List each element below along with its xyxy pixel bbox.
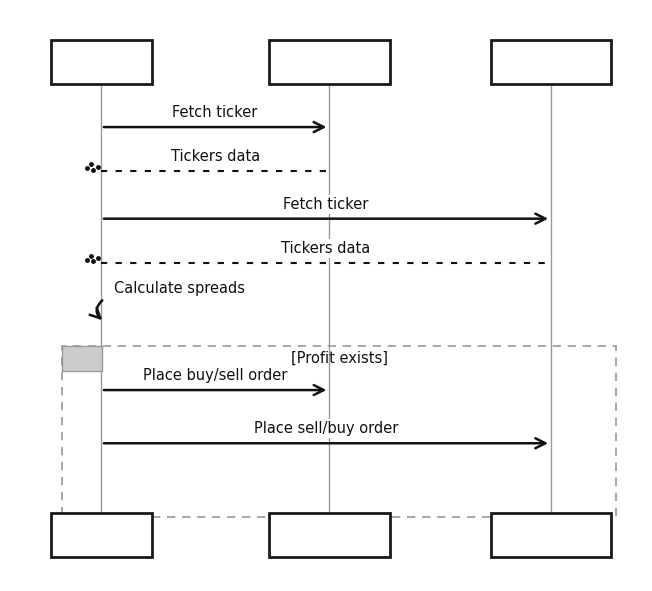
FancyBboxPatch shape xyxy=(51,512,151,557)
Bar xyxy=(62,346,616,517)
Text: alt: alt xyxy=(73,350,91,366)
FancyArrowPatch shape xyxy=(89,300,102,319)
Text: Fetch ticker: Fetch ticker xyxy=(173,105,258,120)
Text: Exchange2: Exchange2 xyxy=(507,527,595,543)
Text: Bot: Bot xyxy=(87,527,115,543)
Text: Place buy/sell order: Place buy/sell order xyxy=(143,368,288,383)
Text: Exchange2: Exchange2 xyxy=(507,54,595,70)
Text: Exchange1: Exchange1 xyxy=(285,527,374,543)
FancyBboxPatch shape xyxy=(269,40,389,84)
Text: Bot: Bot xyxy=(87,54,115,70)
Text: Calculate spreads: Calculate spreads xyxy=(114,281,245,296)
Text: Exchange1: Exchange1 xyxy=(285,54,374,70)
FancyBboxPatch shape xyxy=(51,40,151,84)
FancyBboxPatch shape xyxy=(490,512,612,557)
Text: Tickers data: Tickers data xyxy=(171,150,259,164)
Text: Place sell/buy order: Place sell/buy order xyxy=(254,421,398,436)
FancyBboxPatch shape xyxy=(490,40,612,84)
FancyBboxPatch shape xyxy=(269,512,389,557)
Text: Fetch ticker: Fetch ticker xyxy=(284,197,368,212)
FancyBboxPatch shape xyxy=(62,346,102,371)
Text: [Profit exists]: [Profit exists] xyxy=(291,350,387,366)
Text: Tickers data: Tickers data xyxy=(282,241,370,256)
